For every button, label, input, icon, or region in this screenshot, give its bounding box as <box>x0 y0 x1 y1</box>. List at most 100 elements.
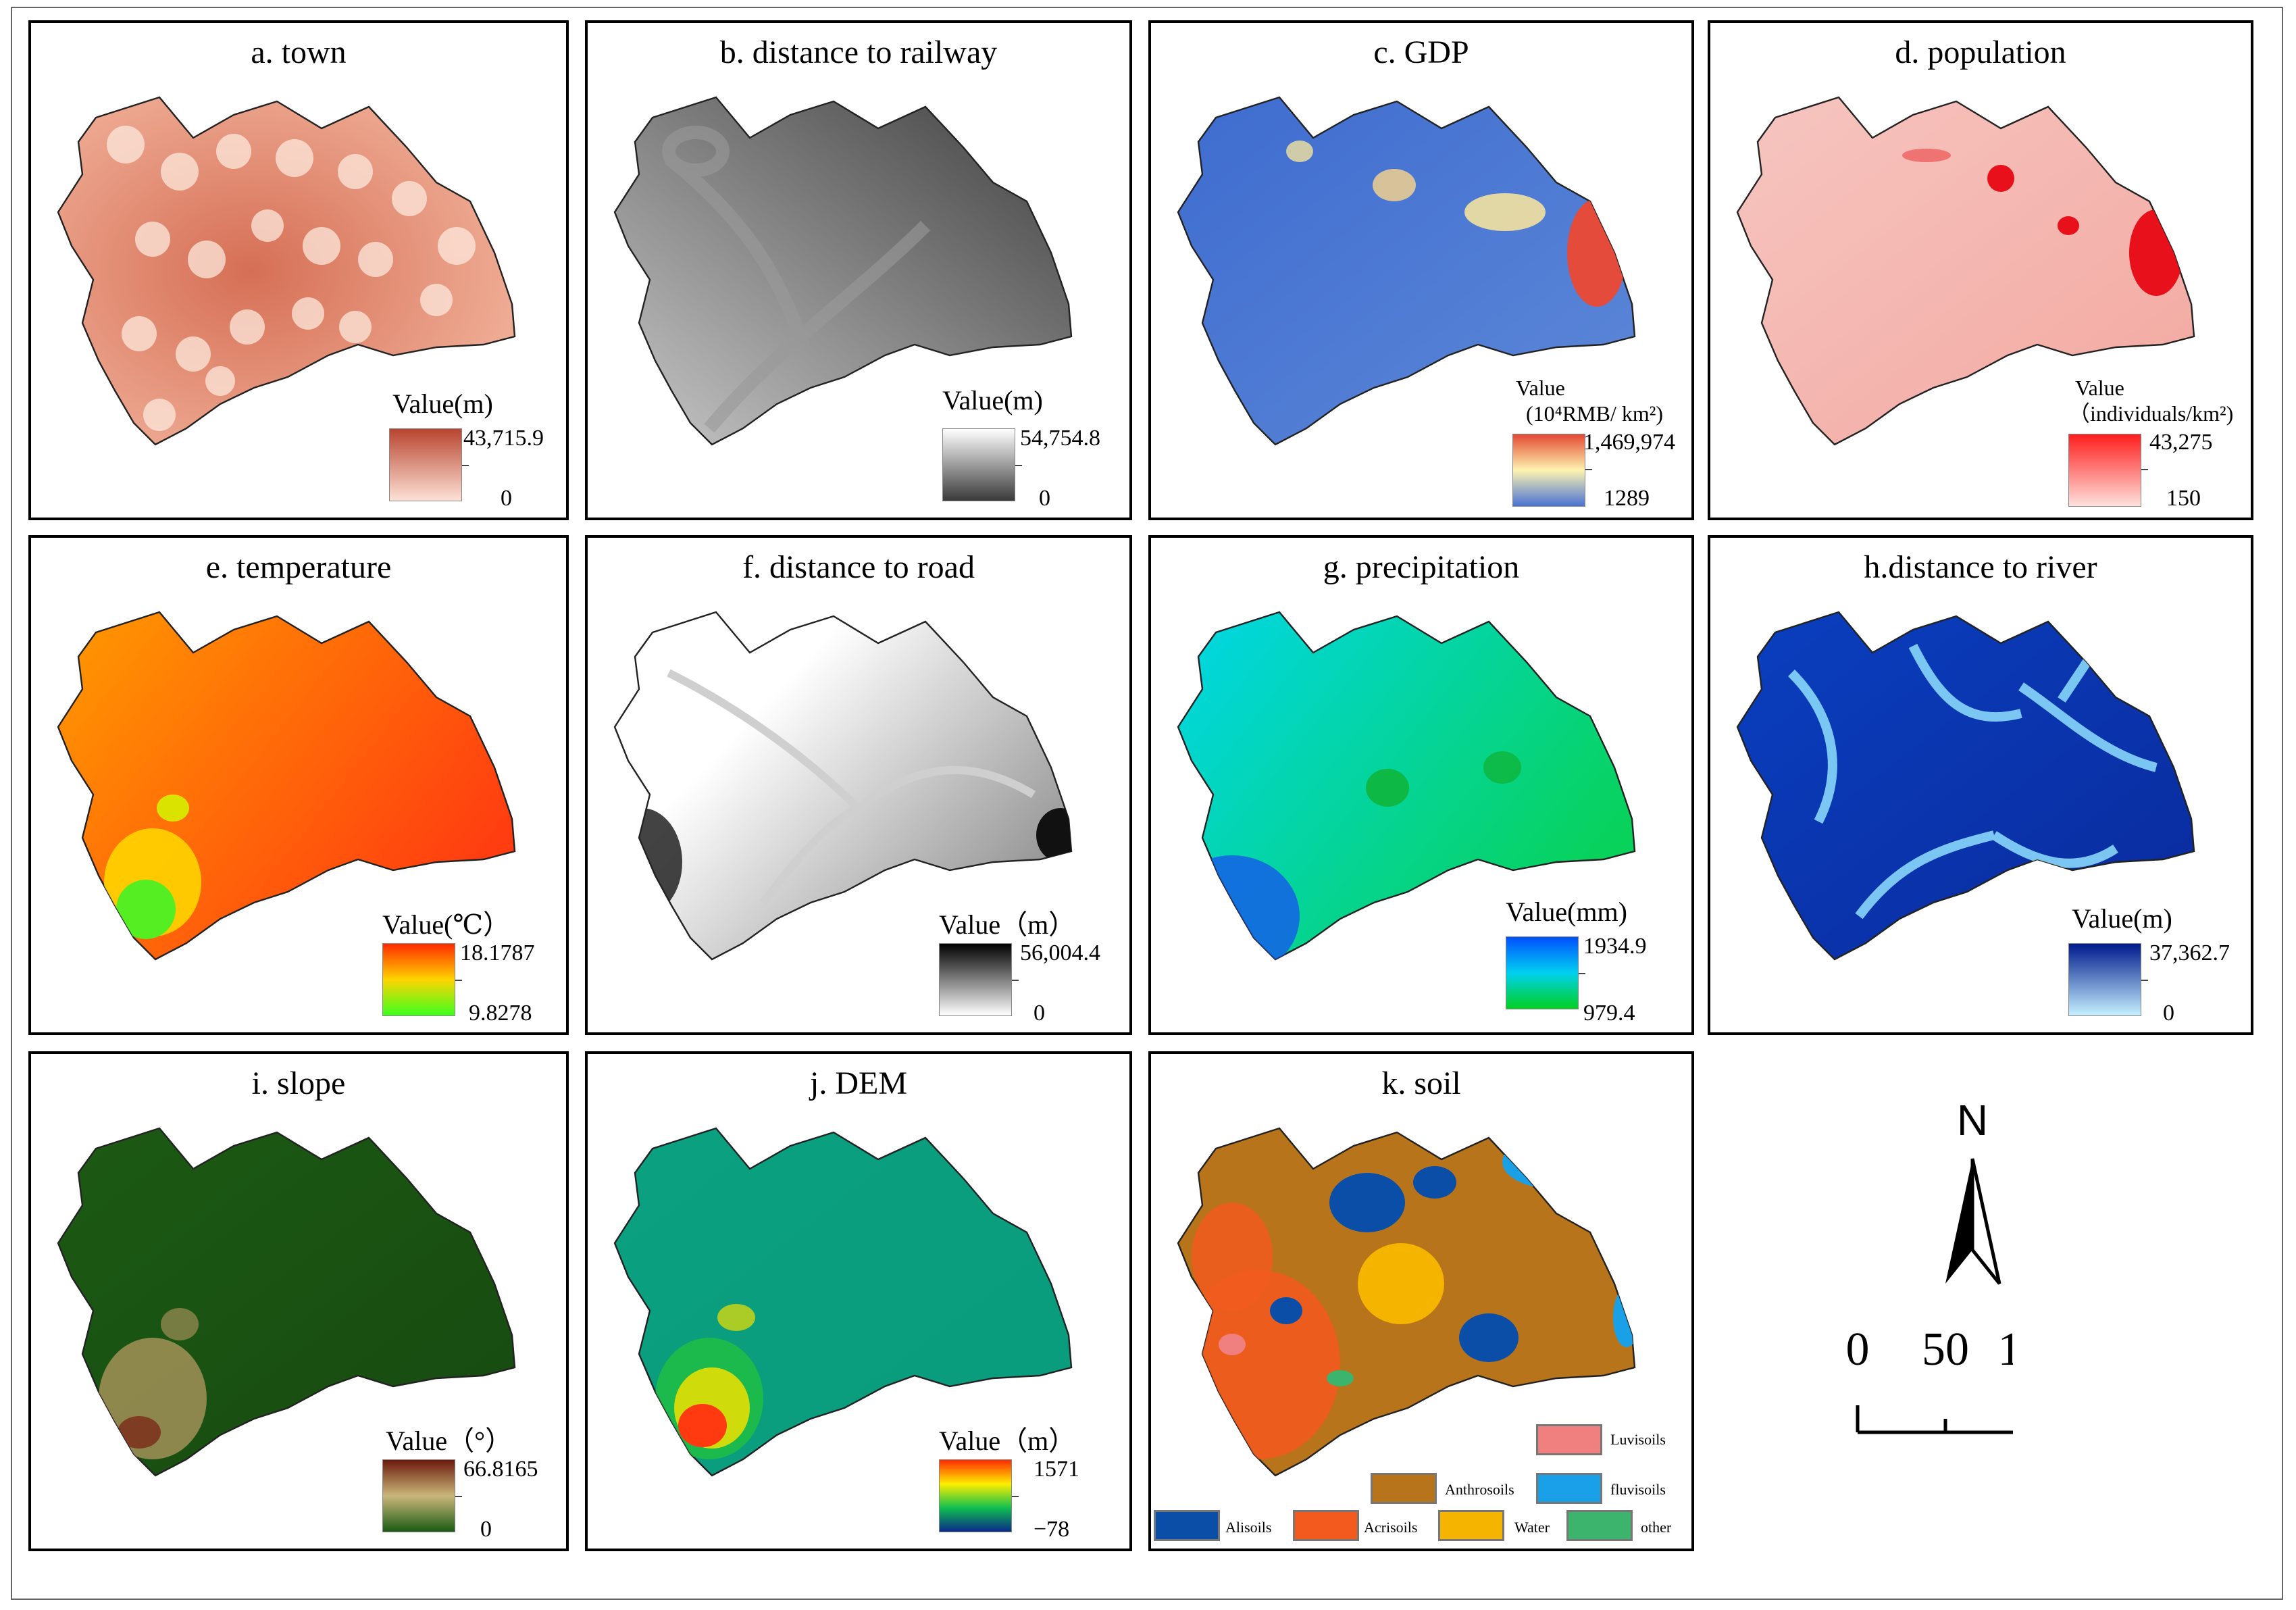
legend-tick <box>462 465 469 466</box>
panel-title: g. precipitation <box>1323 549 1520 585</box>
panel-title: k. soil <box>1381 1065 1461 1101</box>
legend-title: Value(℃） <box>382 909 511 940</box>
soil-swatch-acrisoils <box>1293 1510 1359 1541</box>
soil-swatch-other <box>1566 1510 1633 1541</box>
legend-max: 1,469,974 <box>1583 430 1675 455</box>
soil-swatch-anthrosoils <box>1371 1473 1437 1504</box>
panel-railway: b. distance to railway Value(m) 54,754.8… <box>585 20 1132 520</box>
scale-tick-0: 0 <box>1846 1324 1870 1376</box>
panel-title: j. DEM <box>810 1065 907 1101</box>
panel-town: a. town Value(m) 43,715.9 0 <box>28 20 569 520</box>
panel-title: a. town <box>251 34 347 70</box>
legend-tick <box>455 1496 462 1497</box>
legend-ramp <box>1506 936 1579 1009</box>
gdp-map <box>1177 96 1636 446</box>
panel-road: f. distance to road Value（m） 56,004.4 0 <box>585 535 1132 1035</box>
soil-map <box>1177 1127 1636 1477</box>
panel-river: h.distance to river Value(m) 37,362.7 0 <box>1708 535 2253 1035</box>
legend-min: −78 <box>1034 1517 1070 1542</box>
soil-label-water: Water <box>1514 1519 1550 1536</box>
legend-min: 0 <box>1039 486 1050 511</box>
legend-min: 150 <box>2166 486 2201 511</box>
legend-min: 0 <box>1034 1001 1045 1026</box>
legend-unit: （individuals/km²) <box>2068 401 2234 426</box>
legend-title: Value（m） <box>939 909 1076 940</box>
legend-max: 18.1787 <box>460 940 535 965</box>
north-arrow-icon <box>1945 1158 2001 1285</box>
legend-max: 66.8165 <box>463 1457 538 1482</box>
legend-title: Value <box>2075 376 2124 400</box>
panel-precipitation: g. precipitation Value(mm) 1934.9 979.4 <box>1148 535 1694 1035</box>
legend-title: Value(m) <box>392 388 493 419</box>
legend-min: 0 <box>480 1517 492 1542</box>
legend-ramp <box>389 428 462 501</box>
legend-max: 37,362.7 <box>2149 940 2230 965</box>
railway-map <box>613 96 1073 446</box>
panel-title: e. temperature <box>205 549 392 585</box>
legend-tick <box>1015 465 1022 466</box>
legend-min: 9.8278 <box>469 1001 532 1026</box>
soil-label-anthrosoils: Anthrosoils <box>1445 1481 1514 1498</box>
panel-gdp: c. GDP Value (10⁴RMB/ km²) 1,469,974 128… <box>1148 20 1694 520</box>
panel-title: d. population <box>1895 34 2066 70</box>
figure-frame <box>11 7 2283 1600</box>
legend-max: 1571 <box>1034 1457 1079 1482</box>
soil-swatch-alisoils <box>1154 1510 1220 1541</box>
soil-label-alisoils: Alisoils <box>1225 1519 1272 1536</box>
scale-bar <box>1856 1405 2013 1434</box>
legend-ramp <box>939 1459 1012 1532</box>
legend-tick <box>1012 1496 1019 1497</box>
legend-ramp <box>1512 434 1585 507</box>
legend-max: 1934.9 <box>1583 934 1647 959</box>
legend-tick <box>2141 980 2148 981</box>
legend-min: 1289 <box>1604 486 1650 511</box>
legend-ramp <box>382 1459 455 1532</box>
legend-tick <box>2141 469 2148 470</box>
panel-title: c. GDP <box>1373 34 1469 70</box>
legend-ramp <box>2068 434 2141 507</box>
compass-and-scale: N 0 50 100 km <box>1846 1096 2014 1434</box>
legend-min: 0 <box>501 486 512 511</box>
legend-title: Value(m) <box>2072 903 2172 934</box>
precipitation-map <box>1177 611 1636 961</box>
scale-tick-100: 100 <box>1998 1324 2014 1376</box>
soil-label-acrisoils: Acrisoils <box>1364 1519 1418 1536</box>
panel-title: i. slope <box>251 1065 346 1101</box>
temperature-map <box>57 611 516 961</box>
panel-population: d. population Value （individuals/km²) 43… <box>1708 20 2253 520</box>
soil-swatch-luvisoils <box>1536 1424 1602 1455</box>
panel-title: h.distance to river <box>1864 549 2097 585</box>
soil-label-other: other <box>1641 1519 1672 1536</box>
legend-max: 54,754.8 <box>1020 426 1100 451</box>
legend-max: 56,004.4 <box>1020 940 1100 965</box>
soil-swatch-fluvisoils <box>1536 1473 1602 1504</box>
legend-unit: (10⁴RMB/ km²) <box>1526 401 1663 426</box>
legend-title: Value(mm) <box>1506 897 1627 927</box>
panel-temperature: e. temperature Value(℃） 18.1787 9.8278 <box>28 535 569 1035</box>
panel-soil: k. soil Luvisoils Anthrosoils fluvisoils… <box>1148 1051 1694 1551</box>
slope-map <box>57 1127 516 1477</box>
legend-title: Value（°） <box>386 1426 513 1456</box>
legend-ramp <box>942 428 1015 501</box>
north-label: N <box>1957 1096 1988 1144</box>
legend-tick <box>1012 980 1019 981</box>
population-map <box>1736 96 2195 446</box>
road-map <box>613 611 1073 961</box>
panel-slope: i. slope Value（°） 66.8165 0 <box>28 1051 569 1551</box>
soil-swatch-water <box>1438 1510 1504 1541</box>
legend-title: Value <box>1516 376 1565 400</box>
soil-label-luvisoils: Luvisoils <box>1610 1431 1666 1448</box>
soil-label-fluvisoils: fluvisoils <box>1610 1481 1666 1498</box>
legend-min: 0 <box>2163 1001 2174 1026</box>
river-map <box>1736 611 2195 961</box>
panel-title: b. distance to railway <box>719 34 998 70</box>
legend-ramp <box>382 943 455 1016</box>
legend-title: Value(m) <box>942 385 1043 416</box>
legend-max: 43,275 <box>2149 430 2213 455</box>
legend-title: Value（m） <box>939 1426 1076 1456</box>
panel-title: f. distance to road <box>742 549 975 585</box>
legend-ramp <box>2068 943 2141 1016</box>
legend-tick <box>1585 469 1592 470</box>
legend-min: 979.4 <box>1583 1001 1635 1026</box>
town-map <box>57 96 516 446</box>
